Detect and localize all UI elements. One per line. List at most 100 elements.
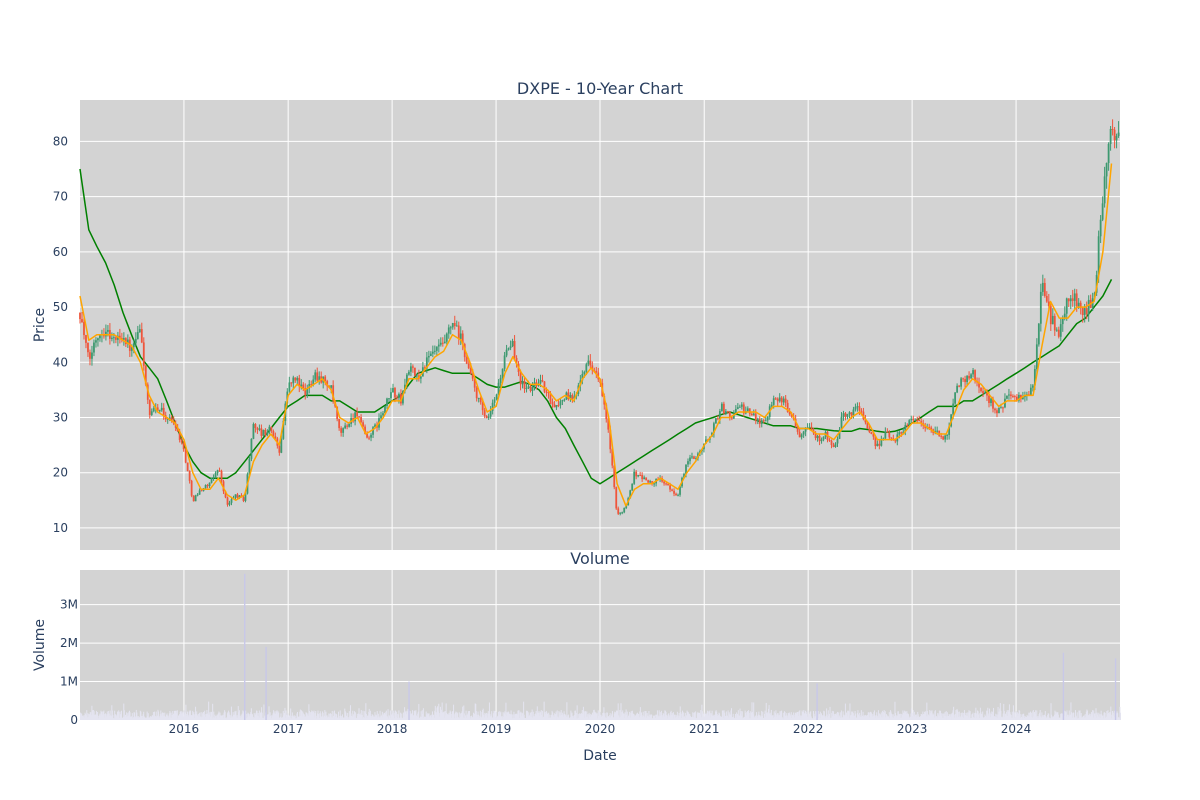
volume-bar <box>464 717 466 720</box>
volume-bar <box>785 715 787 720</box>
volume-bar <box>173 710 175 720</box>
volume-bar <box>740 711 742 720</box>
volume-bar <box>977 711 979 720</box>
volume-bar <box>574 710 576 720</box>
volume-bar <box>238 712 240 720</box>
candle-body <box>487 416 490 418</box>
volume-bar <box>278 717 280 720</box>
volume-bar <box>667 714 669 720</box>
volume-bar <box>1107 710 1109 720</box>
volume-bar <box>152 711 154 720</box>
volume-bar <box>999 708 1001 720</box>
volume-bar <box>331 717 333 720</box>
candle-body <box>445 333 448 342</box>
candle-body <box>1049 306 1052 325</box>
volume-bar <box>640 715 642 720</box>
volume-bar <box>103 717 105 720</box>
volume-bar <box>880 712 882 720</box>
volume-bar <box>303 713 305 720</box>
volume-bar <box>750 718 752 720</box>
volume-bar <box>741 711 743 720</box>
candle-body <box>539 380 542 384</box>
volume-bar <box>500 717 502 720</box>
volume-bar <box>261 707 263 720</box>
volume-bar <box>201 713 203 720</box>
candle-body <box>435 346 438 351</box>
volume-bar <box>99 713 101 720</box>
volume-bar <box>1057 712 1059 720</box>
volume-bar <box>794 714 796 720</box>
volume-bar <box>179 711 181 720</box>
candle-body <box>83 322 85 336</box>
candle-body <box>515 357 518 365</box>
candle-body <box>306 388 309 396</box>
volume-bar <box>1090 713 1092 720</box>
volume-bar <box>742 718 744 720</box>
volume-bar <box>587 714 589 720</box>
volume-bar <box>499 711 501 720</box>
volume-bar <box>891 713 893 720</box>
volume-bar <box>258 716 260 720</box>
volume-bar <box>128 710 130 720</box>
volume-bar <box>1008 712 1010 720</box>
volume-bar <box>434 710 436 720</box>
volume-bar <box>86 710 88 720</box>
volume-bar <box>139 717 141 720</box>
volume-bar <box>318 714 320 720</box>
candle-body <box>914 419 917 421</box>
volume-bar <box>254 714 256 720</box>
volume-bar <box>774 716 776 720</box>
volume-bar <box>792 716 794 720</box>
volume-bar <box>243 713 245 720</box>
volume-bar <box>346 716 348 720</box>
volume-bar <box>483 717 485 720</box>
candle-body <box>798 431 801 438</box>
volume-bar <box>341 717 343 720</box>
volume-bar <box>377 717 379 720</box>
candle-body <box>427 356 430 358</box>
candle-body <box>840 416 843 430</box>
candle-body <box>651 481 654 484</box>
volume-bar <box>953 717 955 720</box>
volume-bar <box>271 715 273 720</box>
volume-bar <box>427 715 429 720</box>
volume-bar <box>847 710 849 720</box>
candle-body <box>631 483 634 491</box>
volume-bar <box>156 715 158 720</box>
volume-bar <box>135 716 137 720</box>
volume-bar <box>811 718 813 720</box>
volume-bar <box>783 711 785 720</box>
volume-bar <box>827 714 829 720</box>
candle-body <box>308 383 311 389</box>
volume-bar <box>548 712 550 720</box>
volume-bar <box>470 718 472 720</box>
candle-body <box>140 329 143 343</box>
volume-bar <box>766 712 768 720</box>
volume-bar <box>930 710 932 720</box>
volume-bar <box>334 717 336 720</box>
volume-bar <box>230 706 232 720</box>
volume-bar <box>1039 710 1041 720</box>
volume-bar <box>681 713 683 720</box>
volume-spike-bar <box>408 681 410 720</box>
candle-body <box>519 371 522 385</box>
volume-bar <box>1055 711 1057 720</box>
volume-bar <box>711 714 713 720</box>
volume-bar <box>118 710 120 720</box>
volume-bar <box>625 715 627 720</box>
volume-bar <box>263 717 265 720</box>
volume-bar <box>1024 715 1026 720</box>
volume-bar <box>1097 714 1099 720</box>
volume-bar <box>964 712 966 720</box>
volume-bar <box>235 710 237 720</box>
volume-bar <box>1060 713 1062 720</box>
volume-bar <box>375 714 377 720</box>
volume-bar <box>323 717 325 720</box>
volume-bar <box>290 718 292 720</box>
volume-bar <box>480 716 482 720</box>
volume-bar <box>720 715 722 720</box>
volume-bar <box>221 715 223 720</box>
x-axis-ticks: 2016 2017 2018 2019 2020 2021 2022 2023 2024 <box>169 722 1032 736</box>
candle-body <box>836 438 839 444</box>
candle-body <box>611 449 614 466</box>
